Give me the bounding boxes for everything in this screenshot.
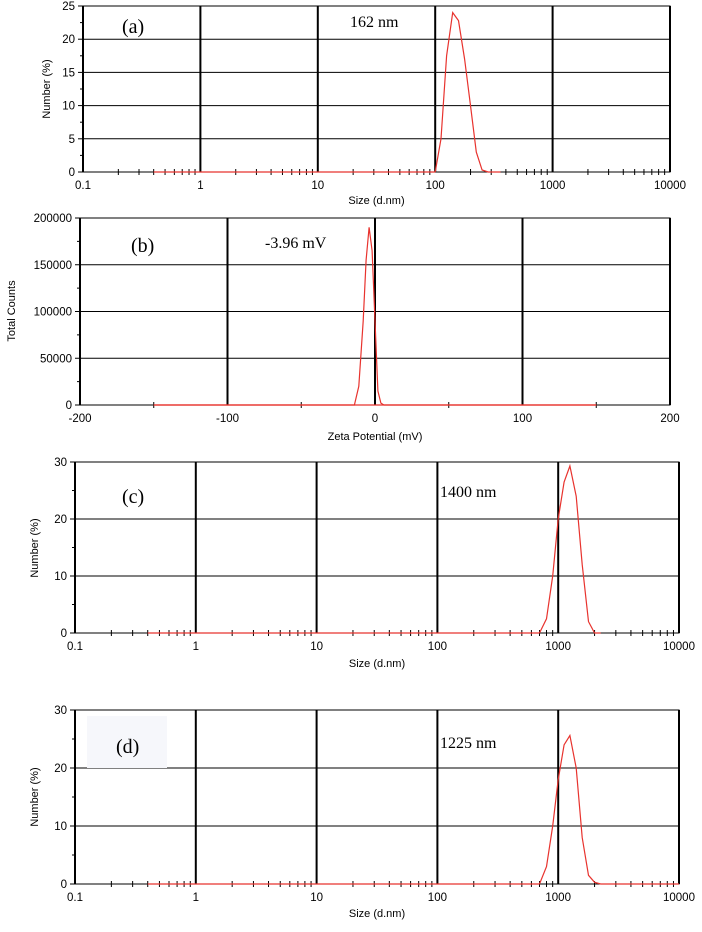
chart-a-xlabel: Size (d.nm) [348, 195, 404, 207]
chart-c: 0 10 20 30 0.1 1 10 100 1000 10000 Size (d.nm) Numb… [29, 457, 695, 670]
chart-d-xtick-label: 100 [428, 892, 447, 904]
chart-b: 0 50000 100000 150000 200000 -200 -100 0 100 200 Z… [6, 213, 680, 443]
chart-b-panel-label: (b) [131, 235, 154, 257]
chart-c-xtick-label: 1000 [545, 641, 571, 653]
chart-c-xtick-label: 1 [193, 641, 199, 653]
chart-d-ytick-label: 0 [61, 879, 67, 891]
chart-b-ylabel: Total Counts [6, 280, 18, 342]
chart-b-ytick-label: 50000 [40, 353, 72, 365]
chart-d-ytick-label: 20 [54, 763, 67, 775]
chart-a-xtick-label: 0.1 [75, 180, 91, 192]
chart-a-xtick-label: 1 [197, 180, 203, 192]
chart-a-ytick-label: 20 [62, 34, 75, 46]
chart-b-xlabel: Zeta Potential (mV) [328, 431, 423, 443]
chart-b-ytick-label: 150000 [34, 260, 72, 272]
chart-b-annotation: -3.96 mV [265, 235, 327, 252]
chart-a-series-line [434, 11, 501, 173]
chart-b-series-line [153, 227, 597, 406]
chart-b-xtick-label: 0 [372, 413, 378, 425]
chart-b-ytick-label: 100000 [34, 307, 72, 319]
chart-a-ytick-label: 10 [62, 101, 75, 113]
chart-d-ytick-label: 30 [54, 705, 67, 717]
chart-c-frame [74, 461, 680, 634]
chart-a-panel-label: (a) [122, 16, 144, 38]
chart-c-xlabel: Size (d.nm) [349, 658, 405, 670]
chart-d-xtick-label: 1 [193, 892, 199, 904]
chart-c-ytick-label: 30 [54, 457, 67, 469]
chart-b-xtick-label: 100 [513, 413, 532, 425]
chart-c-panel-label: (c) [122, 486, 144, 508]
chart-d-series-line [538, 733, 679, 885]
chart-c-ytick-label: 10 [54, 571, 67, 583]
chart-d-label-backdrop [87, 716, 167, 768]
chart-d: 0 10 20 30 0.1 1 10 100 1000 10000 Size (d.nm) Numb… [29, 705, 695, 920]
chart-a-ytick-label: 5 [69, 134, 75, 146]
chart-d-xtick-label: 0.1 [67, 892, 83, 904]
chart-c-xtick-label: 100 [428, 641, 447, 653]
chart-d-annotation: 1225 nm [440, 735, 497, 752]
chart-b-xtick-label: 200 [660, 413, 679, 425]
chart-c-ytick-label: 0 [61, 628, 67, 640]
chart-d-ylabel: Number (%) [29, 767, 41, 826]
chart-a-xtick-label: 1000 [540, 180, 566, 192]
chart-b-xtick-label: -200 [68, 413, 91, 425]
chart-c-ytick-label: 20 [54, 514, 67, 526]
chart-a-ylabel: Number (%) [41, 59, 53, 118]
chart-c-series-line [538, 463, 601, 634]
chart-b-xtick-label: -100 [216, 413, 239, 425]
chart-c-annotation: 1400 nm [440, 484, 497, 501]
chart-d-xlabel: Size (d.nm) [349, 908, 405, 920]
chart-d-xtick-label: 10 [310, 892, 323, 904]
chart-a-xtick-label: 100 [426, 180, 445, 192]
chart-a-annotation: 162 nm [350, 14, 399, 31]
chart-a-ytick-label: 25 [62, 1, 75, 13]
chart-c-xtick-label: 10000 [663, 641, 695, 653]
chart-a-ytick-label: 0 [69, 167, 75, 179]
chart-a: 0 5 10 15 20 25 0.1 1 10 100 1000 10000 Size (d.nm) N… [41, 1, 686, 207]
chart-c-xtick-label: 0.1 [67, 641, 83, 653]
chart-c-xtick-label: 10 [310, 641, 323, 653]
chart-b-ytick-label: 200000 [34, 213, 72, 225]
chart-d-xtick-label: 10000 [663, 892, 695, 904]
chart-d-ytick-label: 10 [54, 821, 67, 833]
chart-a-ytick-label: 15 [62, 67, 75, 79]
chart-a-xtick-label: 10000 [654, 180, 686, 192]
chart-d-panel-label: (d) [116, 736, 139, 758]
chart-d-xtick-label: 1000 [545, 892, 571, 904]
chart-b-ytick-label: 0 [66, 400, 72, 412]
chart-a-xtick-label: 10 [311, 180, 324, 192]
chart-c-ylabel: Number (%) [29, 518, 41, 577]
